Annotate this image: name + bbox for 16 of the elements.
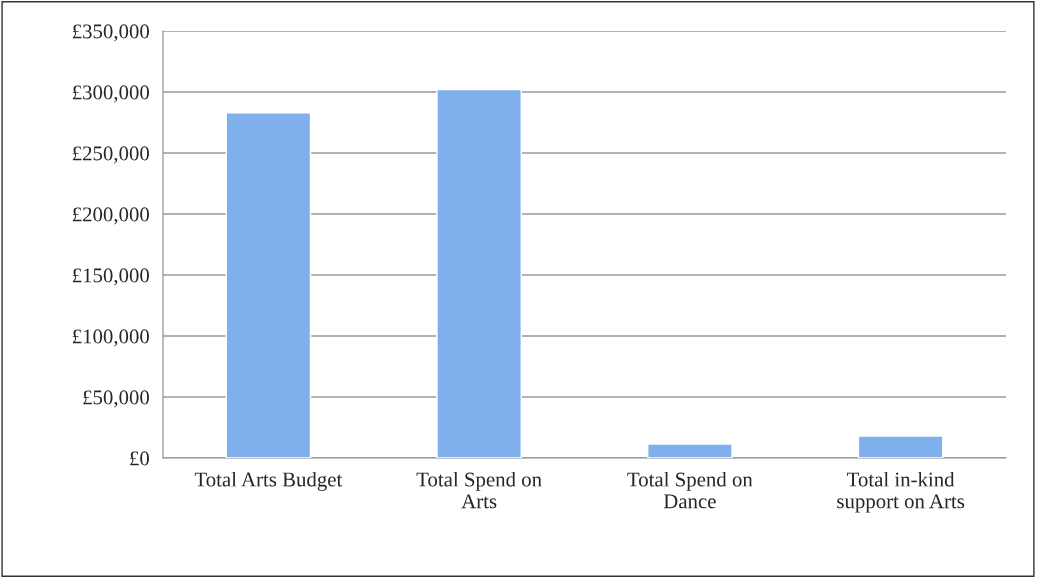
y-tick-label: £150,000: [72, 268, 150, 286]
bar: [857, 435, 944, 458]
x-tick-label: Total in-kind support on Arts: [837, 471, 965, 513]
y-tick-label: £50,000: [83, 390, 150, 408]
bar: [647, 443, 733, 458]
bar: [436, 88, 522, 458]
bar: [225, 112, 312, 458]
y-tick-label: £100,000: [72, 329, 150, 347]
y-tick-label: £200,000: [72, 207, 150, 225]
x-tick-label: Total Spend on Dance: [627, 471, 753, 509]
y-tick-label: £0: [130, 451, 150, 466]
x-tick-label: Total Spend on Arts: [416, 471, 542, 509]
y-tick-label: £300,000: [72, 85, 150, 103]
y-tick-label: £250,000: [72, 146, 150, 164]
x-tick-label: Total Arts Budget: [194, 471, 343, 491]
y-tick-label: £350,000: [72, 24, 150, 42]
